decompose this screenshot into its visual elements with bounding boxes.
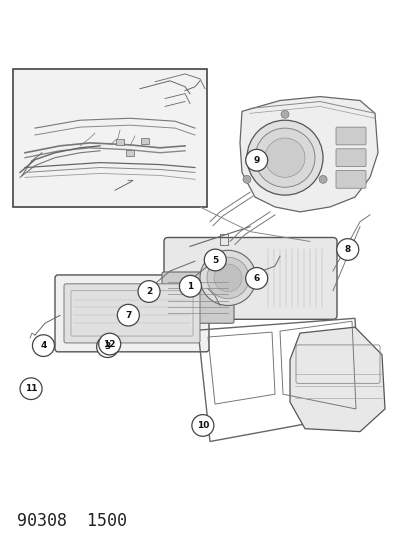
Text: 9: 9 [253,156,259,165]
Circle shape [179,276,201,297]
Text: 4: 4 [40,341,47,350]
FancyBboxPatch shape [335,127,365,145]
Circle shape [96,336,119,358]
Circle shape [242,175,250,183]
Circle shape [199,251,255,305]
Text: 5: 5 [211,255,218,264]
Circle shape [206,257,248,298]
Bar [141,138,149,144]
Circle shape [117,304,139,326]
Circle shape [214,264,242,292]
Bar [126,150,134,156]
Circle shape [264,138,304,177]
Text: 2: 2 [145,287,152,296]
Bar [13,69,206,207]
FancyBboxPatch shape [335,149,365,166]
Text: 8: 8 [344,245,350,254]
Circle shape [245,268,267,289]
Circle shape [254,128,314,187]
Circle shape [247,120,322,195]
Text: 90308  1500: 90308 1500 [17,512,126,530]
Text: 11: 11 [25,384,37,393]
Circle shape [318,175,326,183]
Circle shape [32,335,55,357]
FancyBboxPatch shape [161,272,233,323]
Circle shape [280,110,288,118]
Text: 1: 1 [187,282,193,291]
Circle shape [98,333,121,355]
Text: 7: 7 [125,311,131,320]
Text: 6: 6 [253,274,259,283]
Polygon shape [240,96,377,212]
FancyBboxPatch shape [64,284,199,343]
Circle shape [204,249,226,271]
Circle shape [138,281,160,302]
FancyBboxPatch shape [335,171,365,188]
Circle shape [245,149,267,171]
Bar [116,139,124,145]
Text: 3: 3 [104,342,111,351]
FancyBboxPatch shape [55,275,209,352]
Text: 10: 10 [196,421,209,430]
Polygon shape [289,327,384,432]
Circle shape [336,239,358,260]
Text: 12: 12 [103,340,116,349]
Circle shape [20,378,42,400]
Circle shape [191,415,214,437]
FancyBboxPatch shape [164,238,336,319]
